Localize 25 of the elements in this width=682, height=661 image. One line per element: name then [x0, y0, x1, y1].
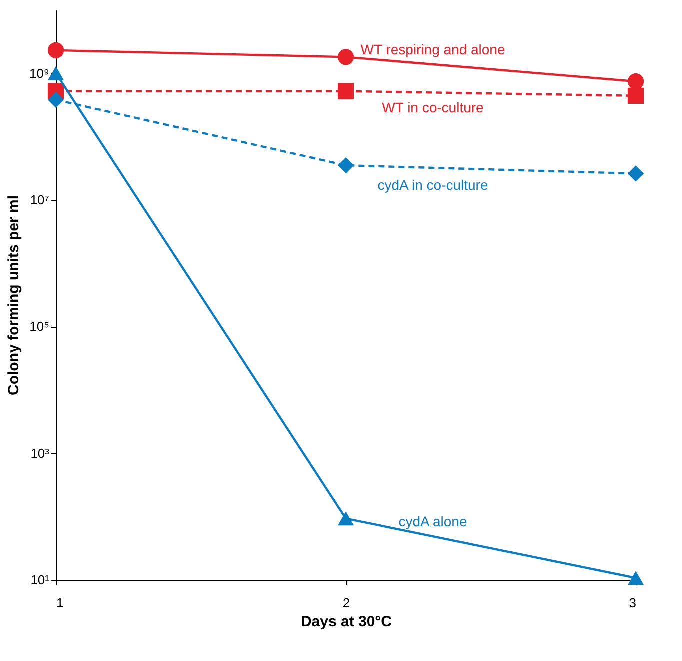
x-axis-title: Days at 30°C — [300, 614, 392, 630]
point — [628, 166, 644, 182]
series-label: cydA alone — [398, 514, 468, 530]
point — [48, 66, 64, 80]
x-tick-label: 2 — [342, 596, 350, 610]
point — [338, 512, 354, 526]
y-tick-label: 10³ — [30, 446, 50, 461]
point — [48, 92, 64, 108]
series-label: cydA in co-culture — [378, 176, 488, 193]
y-axis-title: Colony forming units per ml — [5, 195, 22, 396]
y-tick-label: 10⁹ — [29, 66, 50, 81]
y-tick-label: 10¹ — [30, 572, 50, 588]
series-label: WT in co-culture — [382, 100, 484, 116]
point — [48, 42, 64, 58]
x-tick-label: 3 — [629, 596, 636, 610]
point — [338, 49, 354, 66]
point — [628, 88, 644, 104]
point — [338, 157, 354, 174]
y-tick-label: 10⁷ — [30, 192, 50, 208]
point — [628, 74, 644, 90]
point — [628, 571, 644, 586]
point — [338, 83, 354, 100]
x-tick-label: 1 — [56, 596, 64, 610]
series-label: WT respiring and alone — [360, 42, 506, 58]
y-tick-label: 10⁵ — [30, 319, 50, 334]
